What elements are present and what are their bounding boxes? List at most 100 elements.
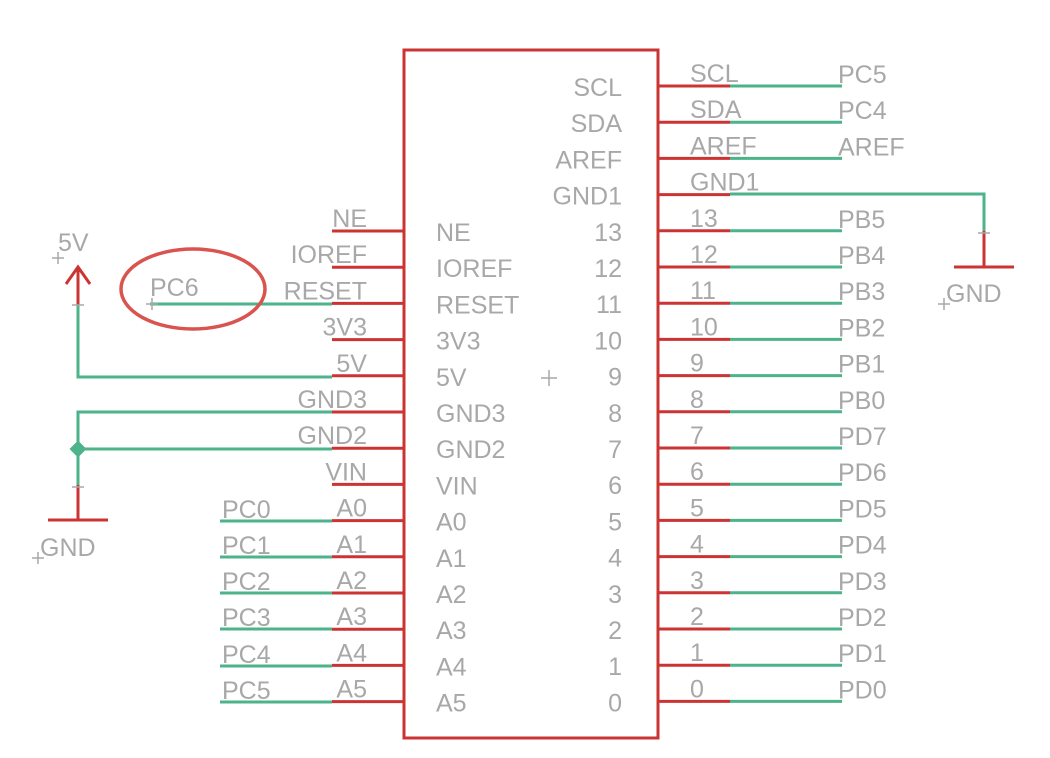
pin-name-outer: GND3	[298, 386, 367, 414]
pin-name-outer: 2	[690, 603, 704, 631]
pin-name-outer: SDA	[690, 96, 742, 124]
pin-name-inner: 8	[608, 400, 622, 428]
ground-right-symbol: GND	[730, 192, 1014, 310]
pin-name-outer: NE	[332, 205, 367, 233]
pin-name-outer: 7	[690, 422, 704, 450]
pin-name-inner: 11	[596, 291, 622, 319]
pin-name-inner: 1	[608, 653, 622, 681]
pin-name-outer: 8	[690, 386, 704, 414]
pin-name-inner: NE	[436, 219, 471, 247]
pin-name-outer: 12	[690, 241, 718, 269]
highlight-circle	[119, 247, 267, 331]
pin-name-outer: A2	[336, 567, 367, 595]
pin-name-inner: 6	[608, 472, 622, 500]
pin-name-inner: A1	[436, 545, 467, 573]
chip-body	[402, 48, 660, 740]
net-label-a3: PC3	[222, 604, 271, 632]
pin-name-outer: 1	[690, 639, 704, 667]
pin-name-inner: 13	[594, 219, 622, 247]
junction-dot	[69, 440, 87, 458]
supply-5v-symbol: 5V	[52, 229, 92, 306]
net-label-right: PC5	[838, 61, 887, 89]
pin-name-outer: A0	[336, 495, 367, 523]
pin-name-outer: SCL	[690, 60, 739, 88]
ground-right-label: GND	[946, 280, 1002, 308]
pin-name-outer: 0	[690, 675, 704, 703]
pin-name-inner: 5V	[436, 364, 467, 392]
pin-name-inner: 0	[608, 689, 622, 717]
net-label-right: PC4	[838, 97, 887, 125]
pin-name-outer: VIN	[325, 458, 367, 486]
pin-name-outer: IOREF	[291, 241, 367, 269]
pin-name-outer: A3	[336, 603, 367, 631]
wire-gnd1	[730, 192, 986, 231]
net-label-reset: PC6	[150, 274, 199, 302]
net-label-a2: PC2	[222, 568, 271, 596]
net-label-a1: PC1	[222, 532, 271, 560]
net-label-a4: PC4	[222, 641, 271, 669]
pin-name-inner: SCL	[573, 74, 622, 102]
wire-gnd3	[76, 410, 332, 485]
ground-left-symbol: GND	[32, 485, 108, 564]
net-label-right: PB0	[838, 387, 885, 415]
net-label-right: PD4	[838, 532, 887, 560]
pin-name-inner: GND2	[436, 436, 505, 464]
pin-name-outer: A5	[336, 676, 367, 704]
supply-5v-label: 5V	[58, 229, 89, 257]
pin-name-outer: 3	[690, 567, 704, 595]
left-wires	[69, 302, 332, 704]
net-label-right: PD3	[838, 568, 887, 596]
pin-name-outer: 9	[690, 350, 704, 378]
pin-name-outer: 3V3	[323, 314, 367, 342]
pin-name-outer: GND2	[298, 422, 367, 450]
pin-name-inner: GND3	[436, 400, 505, 428]
pin-name-outer: 10	[690, 313, 718, 341]
pin-name-inner: A5	[436, 690, 467, 718]
pin-name-inner: IOREF	[436, 255, 512, 283]
net-label-right: AREF	[838, 133, 905, 161]
net-label-a5: PC5	[222, 677, 271, 705]
pin-name-inner: 3V3	[436, 328, 480, 356]
pin-name-outer: 5V	[336, 350, 367, 378]
net-label-right: PD5	[838, 495, 887, 523]
pin-name-inner: A2	[436, 581, 467, 609]
net-label-right: PB3	[838, 278, 885, 306]
pin-name-outer: 11	[690, 277, 716, 305]
net-label-right: PD7	[838, 423, 887, 451]
net-label-right: PB2	[838, 314, 885, 342]
pin-name-inner: 3	[608, 581, 622, 609]
pin-name-outer: 4	[690, 531, 704, 559]
net-label-right: PB4	[838, 242, 885, 270]
net-label-right: PD1	[838, 640, 887, 668]
left-net-labels: PC6 PC0 PC1 PC2 PC3 PC4 PC5	[146, 274, 271, 705]
pin-name-outer: A4	[336, 639, 367, 667]
pin-name-outer: 6	[690, 458, 704, 486]
pin-name-inner: A3	[436, 617, 467, 645]
net-label-a0: PC0	[222, 496, 271, 524]
pin-name-inner: VIN	[436, 472, 478, 500]
pin-name-outer: GND1	[690, 169, 759, 197]
net-label-right: PB1	[838, 351, 885, 379]
net-label-right: PD2	[838, 604, 887, 632]
pin-name-inner: AREF	[555, 146, 622, 174]
pin-name-inner: SDA	[571, 110, 623, 138]
left-pin-group: NE NE IOREF IOREF RESET RESET 3V3 3V3 5V 5V GND3 GN…	[284, 205, 520, 718]
net-label-right: PD0	[838, 676, 887, 704]
net-label-right: PB5	[838, 206, 885, 234]
wire-5v	[76, 305, 332, 379]
pin-name-inner: 7	[608, 436, 622, 464]
pin-name-inner: 12	[594, 255, 622, 283]
supply-arrow-icon	[64, 264, 92, 285]
pin-name-outer: AREF	[690, 132, 757, 160]
ground-left-label: GND	[40, 534, 96, 562]
pin-name-inner: RESET	[436, 291, 519, 319]
pin-name-inner: 5	[608, 508, 622, 536]
pin-name-inner: 4	[608, 545, 622, 573]
pin-name-inner: 9	[608, 364, 622, 392]
pin-name-outer: RESET	[284, 277, 367, 305]
pin-name-inner: 2	[608, 617, 622, 645]
net-label-right: PD6	[838, 459, 887, 487]
pin-name-inner: GND1	[553, 183, 622, 211]
